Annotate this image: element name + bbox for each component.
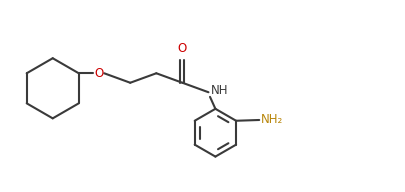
Text: O: O: [94, 67, 103, 80]
Text: NH₂: NH₂: [260, 113, 283, 127]
Text: NH: NH: [210, 84, 228, 97]
Text: O: O: [177, 42, 187, 55]
